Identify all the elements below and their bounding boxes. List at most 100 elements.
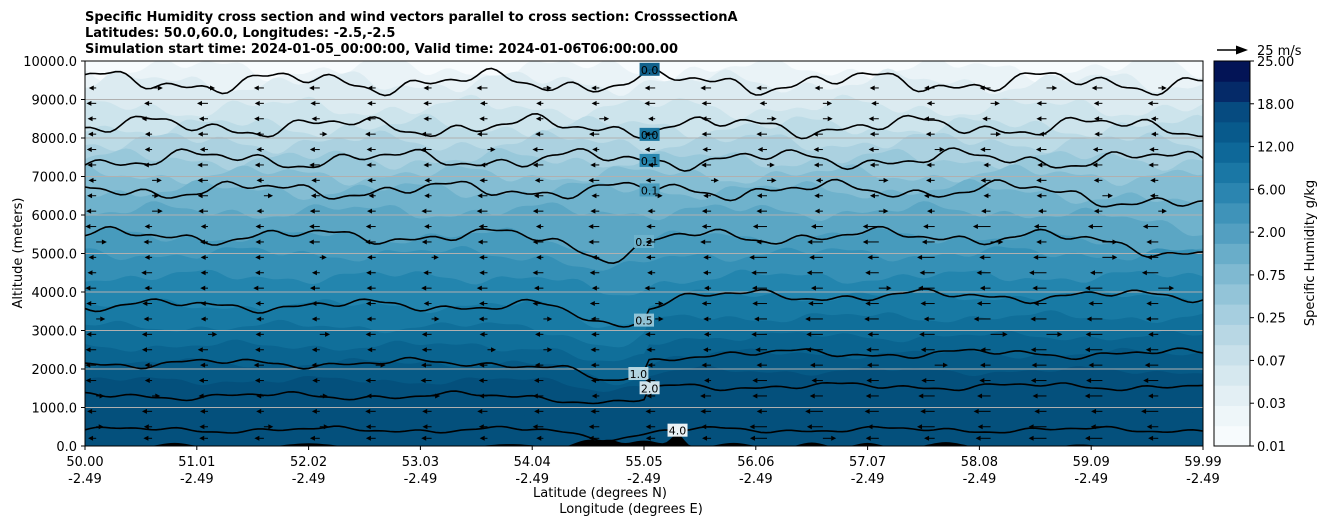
wind-vector-head — [981, 208, 987, 214]
wind-vector — [367, 177, 376, 183]
wind-vector — [979, 378, 991, 384]
wind-vector — [96, 393, 105, 399]
wind-vector — [864, 408, 879, 414]
wind-vector-head — [421, 147, 427, 153]
wind-vector-head — [1094, 116, 1100, 122]
wind-vector-head — [645, 435, 651, 441]
wind-vector — [532, 239, 544, 245]
wind-vector — [143, 316, 153, 322]
wind-vector — [421, 208, 432, 214]
wind-vector — [644, 85, 656, 91]
wind-vector — [87, 162, 97, 168]
wind-vector — [756, 131, 767, 137]
wind-vector — [927, 208, 935, 214]
wind-vector-head — [144, 100, 150, 106]
wind-vector-head — [210, 85, 216, 91]
wind-vector — [536, 100, 544, 106]
wind-vector-head — [977, 424, 983, 430]
wind-vector-head — [310, 285, 316, 291]
wind-vector — [366, 162, 376, 168]
wind-vector — [532, 147, 544, 153]
wind-vector-head — [589, 301, 595, 307]
wind-vector-head — [588, 239, 594, 245]
wind-vector-head — [864, 316, 870, 322]
wind-vector-head — [590, 208, 596, 214]
wind-vector-head — [535, 331, 541, 337]
wind-vector — [255, 331, 264, 337]
wind-vector-head — [713, 177, 719, 183]
wind-vector — [591, 100, 600, 106]
y-tick-label: 3000.0 — [32, 325, 78, 340]
wind-vector — [645, 435, 656, 441]
wind-vector — [923, 316, 935, 322]
wind-vector — [423, 301, 432, 307]
wind-vector — [700, 85, 712, 91]
wind-vector — [1141, 408, 1159, 414]
wind-vector — [700, 408, 712, 414]
wind-vector-head — [323, 424, 329, 430]
y-axis: 0.0 1000.0 2000.0 3000.0 4000.0 5000.0 6000.0 7… — [23, 55, 85, 455]
wind-vector — [703, 254, 712, 260]
wind-vector — [1037, 162, 1047, 168]
wind-vector-head — [1144, 362, 1150, 368]
quiver-key: 25 m/s — [1217, 44, 1302, 59]
wind-vector-head — [644, 85, 650, 91]
wind-vector-head — [532, 162, 538, 168]
wind-vector-head — [1091, 408, 1097, 414]
wind-vector — [256, 408, 264, 414]
wind-vector-head — [200, 301, 206, 307]
wind-vector-head — [423, 85, 429, 91]
wind-vector-head — [421, 131, 427, 137]
wind-vector — [535, 331, 544, 337]
wind-vector-head — [995, 131, 1001, 137]
wind-vector-head — [973, 408, 979, 414]
wind-vector — [1028, 424, 1047, 430]
wind-vector-head — [871, 100, 877, 106]
wind-vector-head — [86, 147, 92, 153]
wind-vector — [871, 100, 879, 106]
wind-vector — [979, 85, 991, 91]
wind-vector-head — [920, 408, 926, 414]
wind-vector — [1035, 147, 1047, 153]
wind-vector — [980, 177, 991, 183]
wind-vector-head — [311, 116, 317, 122]
wind-vector — [311, 408, 320, 414]
wind-vector-head — [198, 208, 204, 214]
wind-vector-head — [645, 177, 651, 183]
wind-vector-head — [700, 408, 706, 414]
wind-vector-head — [1148, 393, 1154, 399]
wind-vector-head — [1091, 85, 1097, 91]
wind-vector-head — [1149, 193, 1155, 199]
wind-vector — [645, 378, 656, 384]
wind-vector-head — [814, 193, 820, 199]
wind-vector — [973, 408, 991, 414]
wind-vector-head — [479, 362, 485, 368]
wind-vector-head — [532, 208, 538, 214]
wind-vector — [1093, 208, 1103, 214]
wind-vector-head — [1033, 301, 1039, 307]
wind-vector — [813, 147, 823, 153]
wind-vector — [143, 424, 153, 430]
wind-vector-head — [200, 224, 206, 230]
wind-vector-head — [921, 378, 927, 384]
wind-vector-head — [479, 270, 485, 276]
wind-vector-head — [478, 424, 484, 430]
wind-vector — [152, 208, 163, 214]
x-tick-label-lon: -2.49 — [739, 472, 773, 487]
wind-vector-head — [976, 301, 982, 307]
wind-vector — [1032, 393, 1047, 399]
wind-vector — [366, 147, 376, 153]
wind-vector-head — [368, 193, 374, 199]
colorbar-segment — [1214, 304, 1250, 325]
wind-vector-head — [143, 435, 149, 441]
wind-vector — [365, 224, 376, 230]
wind-vector-head — [365, 435, 371, 441]
wind-vector — [255, 270, 264, 276]
wind-vector — [200, 301, 208, 307]
wind-vector-head — [756, 85, 762, 91]
wind-vector — [980, 362, 991, 368]
wind-vector — [256, 208, 264, 214]
wind-vector — [756, 362, 767, 368]
wind-vector-head — [1033, 224, 1039, 230]
wind-vector-head — [979, 285, 985, 291]
